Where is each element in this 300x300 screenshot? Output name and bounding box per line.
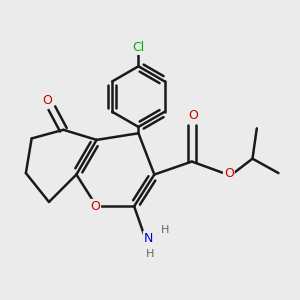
Text: N: N bbox=[144, 232, 153, 244]
Text: H: H bbox=[161, 225, 169, 235]
Text: O: O bbox=[43, 94, 52, 107]
Text: O: O bbox=[90, 200, 100, 213]
Text: H: H bbox=[146, 249, 154, 259]
Text: O: O bbox=[224, 167, 234, 180]
Text: O: O bbox=[188, 109, 198, 122]
Text: Cl: Cl bbox=[132, 41, 145, 54]
